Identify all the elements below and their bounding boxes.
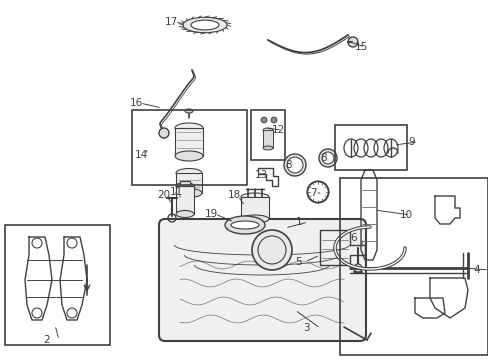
Ellipse shape — [263, 146, 272, 150]
Ellipse shape — [175, 151, 203, 161]
Bar — [250, 110, 285, 160]
Bar — [132, 110, 246, 185]
Circle shape — [159, 128, 169, 138]
Ellipse shape — [224, 216, 264, 234]
Text: 11: 11 — [170, 187, 183, 197]
Bar — [176, 173, 202, 193]
Ellipse shape — [175, 123, 203, 133]
Circle shape — [353, 264, 361, 272]
Bar — [334, 125, 406, 170]
Ellipse shape — [230, 221, 259, 229]
Ellipse shape — [183, 17, 226, 33]
Circle shape — [261, 117, 266, 123]
Ellipse shape — [191, 20, 219, 30]
Text: 8: 8 — [285, 160, 291, 170]
Ellipse shape — [184, 109, 193, 113]
Text: 18: 18 — [227, 190, 241, 200]
Ellipse shape — [176, 189, 202, 198]
Ellipse shape — [263, 128, 272, 132]
Bar — [176, 186, 194, 214]
Ellipse shape — [176, 168, 202, 177]
Ellipse shape — [286, 157, 303, 173]
Text: 1: 1 — [295, 217, 302, 227]
Ellipse shape — [176, 211, 194, 217]
Ellipse shape — [318, 149, 336, 167]
Text: 12: 12 — [271, 125, 285, 135]
Text: 3: 3 — [303, 323, 309, 333]
Ellipse shape — [284, 154, 305, 176]
Bar — [175, 128, 203, 156]
Text: 4: 4 — [472, 265, 479, 275]
Ellipse shape — [241, 193, 268, 201]
Text: 6: 6 — [349, 233, 356, 243]
Text: 10: 10 — [399, 210, 412, 220]
Bar — [241, 197, 268, 219]
Circle shape — [347, 37, 357, 47]
Ellipse shape — [321, 152, 333, 164]
Bar — [5, 225, 110, 345]
Text: 19: 19 — [204, 209, 218, 219]
Text: 17: 17 — [164, 17, 178, 27]
FancyBboxPatch shape — [159, 219, 365, 341]
Text: 2: 2 — [43, 335, 50, 345]
Ellipse shape — [241, 215, 268, 223]
Text: 13: 13 — [254, 170, 268, 180]
Bar — [180, 181, 190, 186]
Text: 7: 7 — [309, 188, 316, 198]
Circle shape — [270, 117, 276, 123]
Text: 9: 9 — [407, 137, 414, 147]
Text: 8: 8 — [319, 153, 326, 163]
Text: 15: 15 — [354, 42, 367, 52]
Bar — [339, 178, 487, 355]
Circle shape — [251, 230, 291, 270]
Bar — [263, 130, 272, 148]
Text: 20: 20 — [157, 190, 170, 200]
Text: 16: 16 — [130, 98, 143, 108]
Text: 14: 14 — [135, 150, 148, 160]
Ellipse shape — [176, 183, 194, 189]
Text: 5: 5 — [294, 257, 301, 267]
